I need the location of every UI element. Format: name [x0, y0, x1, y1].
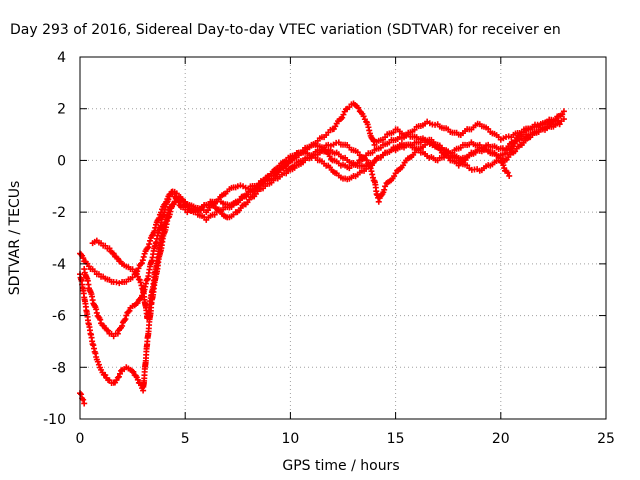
- y-tick-label: -10: [43, 412, 66, 428]
- x-tick-label: 10: [281, 431, 299, 447]
- x-tick-label: 25: [597, 431, 615, 447]
- y-tick-label: -8: [52, 360, 66, 376]
- data-point: [135, 265, 142, 272]
- data-point: [97, 316, 104, 323]
- x-tick-label: 15: [387, 431, 405, 447]
- data-point: [144, 245, 151, 252]
- data-point: [114, 374, 121, 381]
- x-tick-label: 5: [181, 431, 190, 447]
- chart-title: Day 293 of 2016, Sidereal Day-to-day VTE…: [10, 22, 561, 38]
- data-point: [504, 169, 511, 176]
- data-point: [114, 330, 121, 337]
- data-point: [264, 175, 271, 182]
- data-point: [122, 315, 129, 322]
- series-track-c: [81, 121, 559, 340]
- data-point: [95, 361, 102, 368]
- data-points: [77, 100, 567, 407]
- data-point: [506, 172, 513, 179]
- series-track-d: [89, 100, 567, 322]
- data-point: [147, 237, 154, 244]
- data-point: [81, 400, 88, 407]
- data-point: [115, 373, 122, 380]
- data-point: [560, 108, 567, 115]
- y-tick-label: -2: [52, 205, 66, 221]
- data-point: [485, 125, 492, 132]
- y-tick-label: -6: [52, 309, 66, 325]
- y-tick-label: 4: [57, 50, 66, 66]
- data-point: [274, 168, 281, 175]
- data-point: [80, 255, 87, 262]
- y-axis-label: SDTVAR / TECUs: [7, 181, 23, 296]
- data-point: [339, 114, 346, 121]
- data-point: [137, 279, 144, 286]
- y-tick-label: -4: [52, 257, 66, 273]
- series-track-e: [77, 139, 513, 407]
- data-point: [93, 309, 100, 316]
- plot-frame: [79, 56, 607, 420]
- data-point: [190, 203, 197, 210]
- data-point: [559, 111, 566, 118]
- x-tick-label: 0: [76, 431, 85, 447]
- data-point: [102, 372, 109, 379]
- data-point: [243, 191, 250, 198]
- data-point: [113, 279, 120, 286]
- data-point: [118, 367, 125, 374]
- data-point: [371, 141, 378, 148]
- data-point: [354, 149, 361, 156]
- data-point: [146, 241, 153, 248]
- data-point: [138, 282, 145, 289]
- data-point: [94, 358, 101, 365]
- data-point: [381, 186, 388, 193]
- data-point: [382, 183, 389, 190]
- data-point: [560, 116, 567, 123]
- data-point: [129, 274, 136, 281]
- data-point: [119, 322, 126, 329]
- data-point: [80, 396, 87, 403]
- data-point: [125, 308, 132, 315]
- x-tick-label: 20: [492, 431, 510, 447]
- data-point: [173, 190, 180, 197]
- data-point: [105, 327, 112, 334]
- y-tick-label: 0: [57, 153, 66, 169]
- data-point: [500, 162, 507, 169]
- data-point: [138, 260, 145, 267]
- x-axis-label: GPS time / hours: [282, 458, 399, 474]
- data-point: [106, 245, 113, 252]
- data-point: [126, 307, 133, 314]
- data-point: [140, 253, 147, 260]
- data-point: [355, 104, 362, 111]
- data-point: [123, 312, 130, 319]
- grid-lines: [80, 57, 606, 419]
- data-point: [145, 244, 152, 251]
- y-tick-label: 2: [57, 102, 66, 118]
- data-point: [375, 198, 382, 205]
- data-point: [116, 370, 123, 377]
- data-point: [139, 257, 146, 264]
- data-point: [134, 376, 141, 383]
- data-point: [130, 368, 137, 375]
- axis-ticks: 0 5 10 15 20 25 -10 -8 -6 -4 -2 0 2 4: [43, 50, 615, 447]
- data-point: [445, 149, 452, 156]
- data-point: [78, 391, 85, 398]
